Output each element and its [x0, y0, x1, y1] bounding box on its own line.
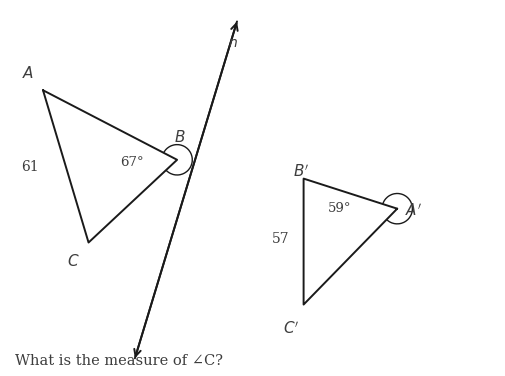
Text: $B'$: $B'$	[292, 164, 309, 180]
Text: $A$: $A$	[22, 65, 34, 81]
Text: $B$: $B$	[174, 129, 185, 145]
Text: What is the measure of ∠C?: What is the measure of ∠C?	[15, 354, 223, 368]
Text: $A'$: $A'$	[404, 202, 421, 219]
Text: 57: 57	[272, 232, 289, 246]
Text: 67°: 67°	[120, 156, 144, 169]
Text: 61: 61	[22, 160, 39, 174]
Text: 59°: 59°	[328, 202, 351, 215]
Text: $C$: $C$	[67, 253, 79, 269]
Text: $n$: $n$	[227, 36, 237, 50]
Text: $C'$: $C'$	[282, 320, 298, 337]
